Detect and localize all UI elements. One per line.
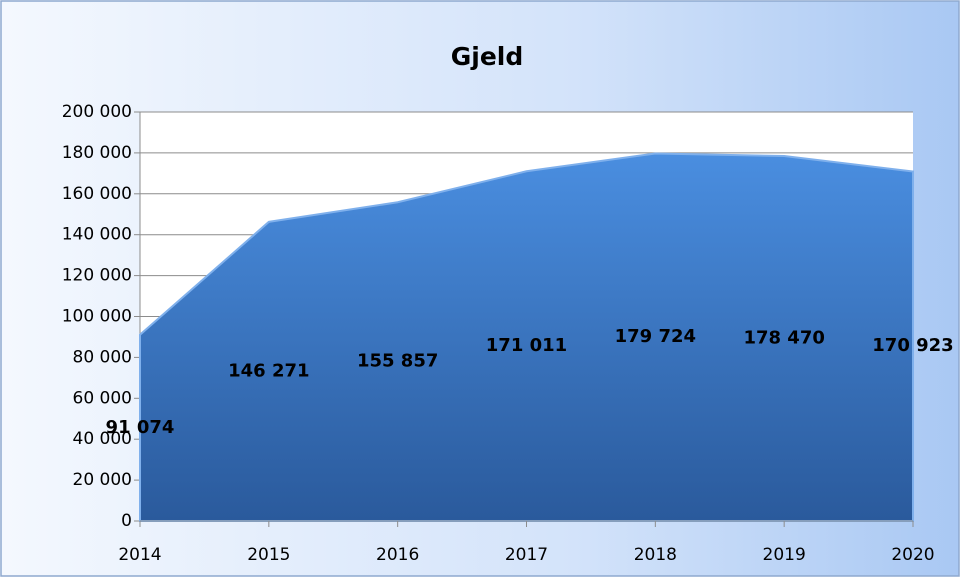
x-tick-label: 2020 bbox=[891, 545, 934, 565]
y-tick-label: 100 000 bbox=[62, 307, 132, 327]
data-label: 91 074 bbox=[106, 417, 175, 438]
y-tick-label: 160 000 bbox=[62, 184, 132, 204]
y-tick-label: 20 000 bbox=[73, 470, 132, 490]
y-tick-label: 200 000 bbox=[62, 102, 132, 122]
chart-title: Gjeld bbox=[451, 42, 524, 71]
y-tick-label: 40 000 bbox=[73, 429, 132, 449]
x-tick-label: 2016 bbox=[376, 545, 419, 565]
marks bbox=[139, 152, 914, 522]
data-label: 155 857 bbox=[357, 351, 438, 372]
y-tick-label: 80 000 bbox=[73, 347, 132, 367]
y-tick-label: 140 000 bbox=[62, 225, 132, 245]
labels: 0 20 000 40 000 60 000 80 000 100 000 120 000 1… bbox=[62, 102, 954, 565]
y-tick-label: 180 000 bbox=[62, 143, 132, 163]
data-label: 170 923 bbox=[872, 335, 953, 356]
y-tick-label: 60 000 bbox=[73, 388, 132, 408]
x-tick-label: 2018 bbox=[634, 545, 677, 565]
x-tick-label: 2019 bbox=[763, 545, 806, 565]
x-tick-label: 2015 bbox=[247, 545, 290, 565]
data-label: 179 724 bbox=[615, 326, 696, 347]
x-tick-label: 2014 bbox=[118, 545, 161, 565]
x-tick-label: 2017 bbox=[505, 545, 548, 565]
area bbox=[139, 152, 914, 522]
data-label: 146 271 bbox=[228, 360, 309, 381]
y-tick-label: 120 000 bbox=[62, 266, 132, 286]
data-label: 171 011 bbox=[486, 335, 567, 356]
y-tick-label: 0 bbox=[121, 511, 132, 531]
data-label: 178 470 bbox=[743, 328, 824, 349]
